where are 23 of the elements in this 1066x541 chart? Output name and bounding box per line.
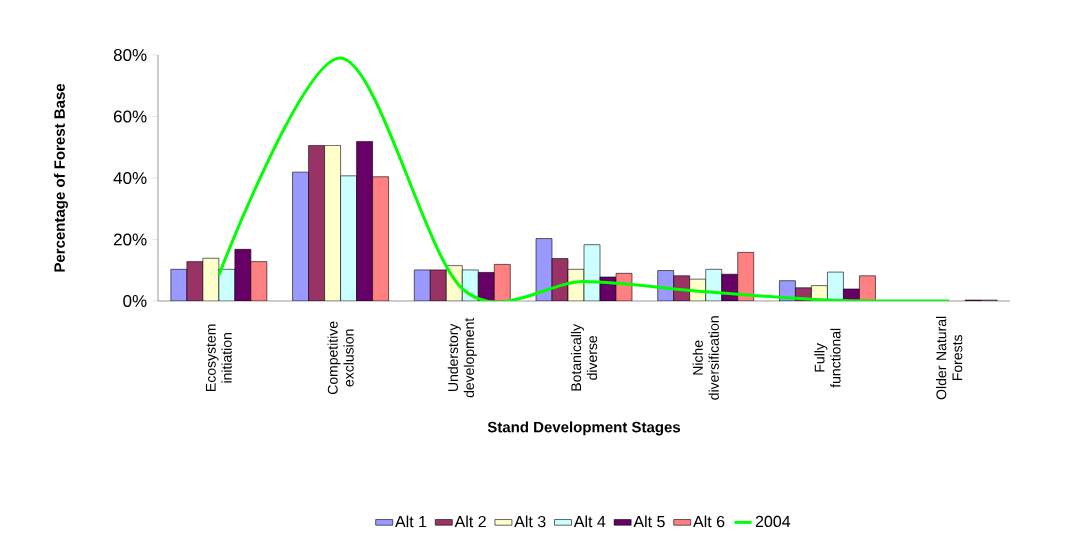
x-tick-label: Older Natural Forests — [936, 316, 963, 400]
y-tick-label: 0% — [123, 294, 147, 308]
y-tick-label: 20% — [113, 233, 147, 246]
x-tick-label: Fully functional — [814, 328, 841, 388]
line-series — [217, 56, 951, 301]
legend-label: 2004 — [755, 515, 791, 528]
legend-label: Alt 5 — [633, 515, 665, 528]
x-tick-label: Understory development — [447, 317, 477, 398]
y-tick-label: 40% — [113, 171, 147, 185]
x-tick-label: Ecosystem initiation — [205, 324, 232, 391]
x-tick-label: Botanically diverse — [570, 324, 598, 391]
x-tick-label: Competitive exclusion — [327, 321, 354, 395]
legend-label: Alt 1 — [395, 515, 427, 528]
y-tick-label: 80% — [113, 48, 147, 62]
legend-label: Alt 4 — [573, 515, 606, 528]
legend-label: Alt 2 — [454, 515, 486, 528]
legend-label: Alt 3 — [514, 515, 546, 528]
legend-label: Alt 6 — [693, 515, 725, 528]
bar — [292, 172, 309, 301]
x-tick-label: Niche diversification — [692, 316, 719, 400]
x-axis-title: Stand Development Stages — [487, 421, 681, 436]
y-axis-title: Percentage of Forest Base — [53, 83, 68, 272]
y-tick-label: 60% — [113, 110, 147, 123]
